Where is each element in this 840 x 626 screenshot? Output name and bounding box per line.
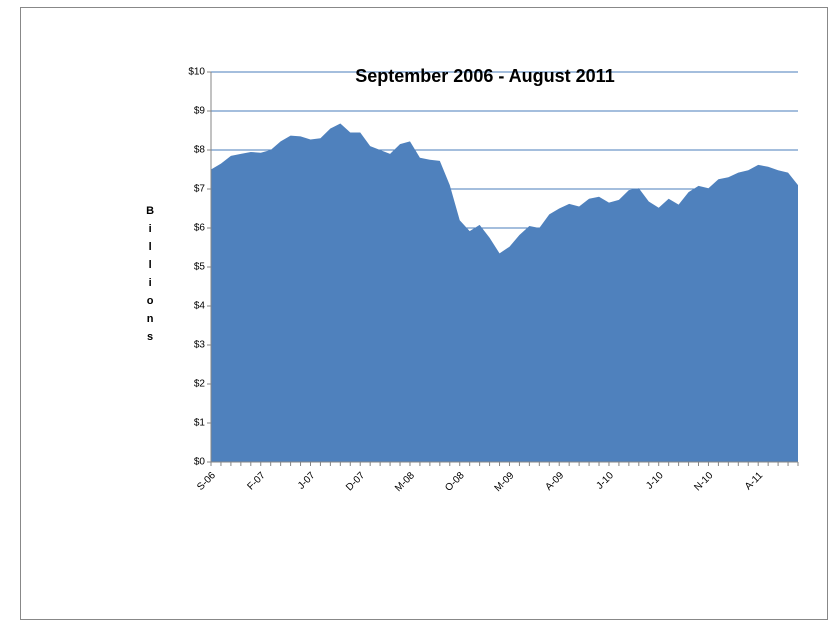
y-tick-label: $4 (194, 301, 206, 312)
plot-area: $0$1$2$3$4$5$6$7$8$9$10S-06 F-07 J-07 D-07 M… (188, 67, 799, 494)
chart-title: September 2006 - August 2011 (355, 66, 614, 86)
y-tick-label: $2 (194, 379, 206, 390)
y-tick-label: $1 (194, 418, 206, 429)
y-tick-label: $10 (188, 67, 205, 78)
y-axis-label: Billions (144, 205, 156, 349)
area (211, 123, 798, 462)
y-tick-label: $3 (194, 340, 206, 351)
y-tick-label: $5 (194, 262, 206, 273)
y-tick-label: $8 (194, 145, 206, 156)
y-tick-label: $0 (194, 457, 206, 468)
y-tick-label: $6 (194, 223, 206, 234)
y-tick-label: $7 (194, 184, 206, 195)
y-tick-label: $9 (194, 106, 206, 117)
